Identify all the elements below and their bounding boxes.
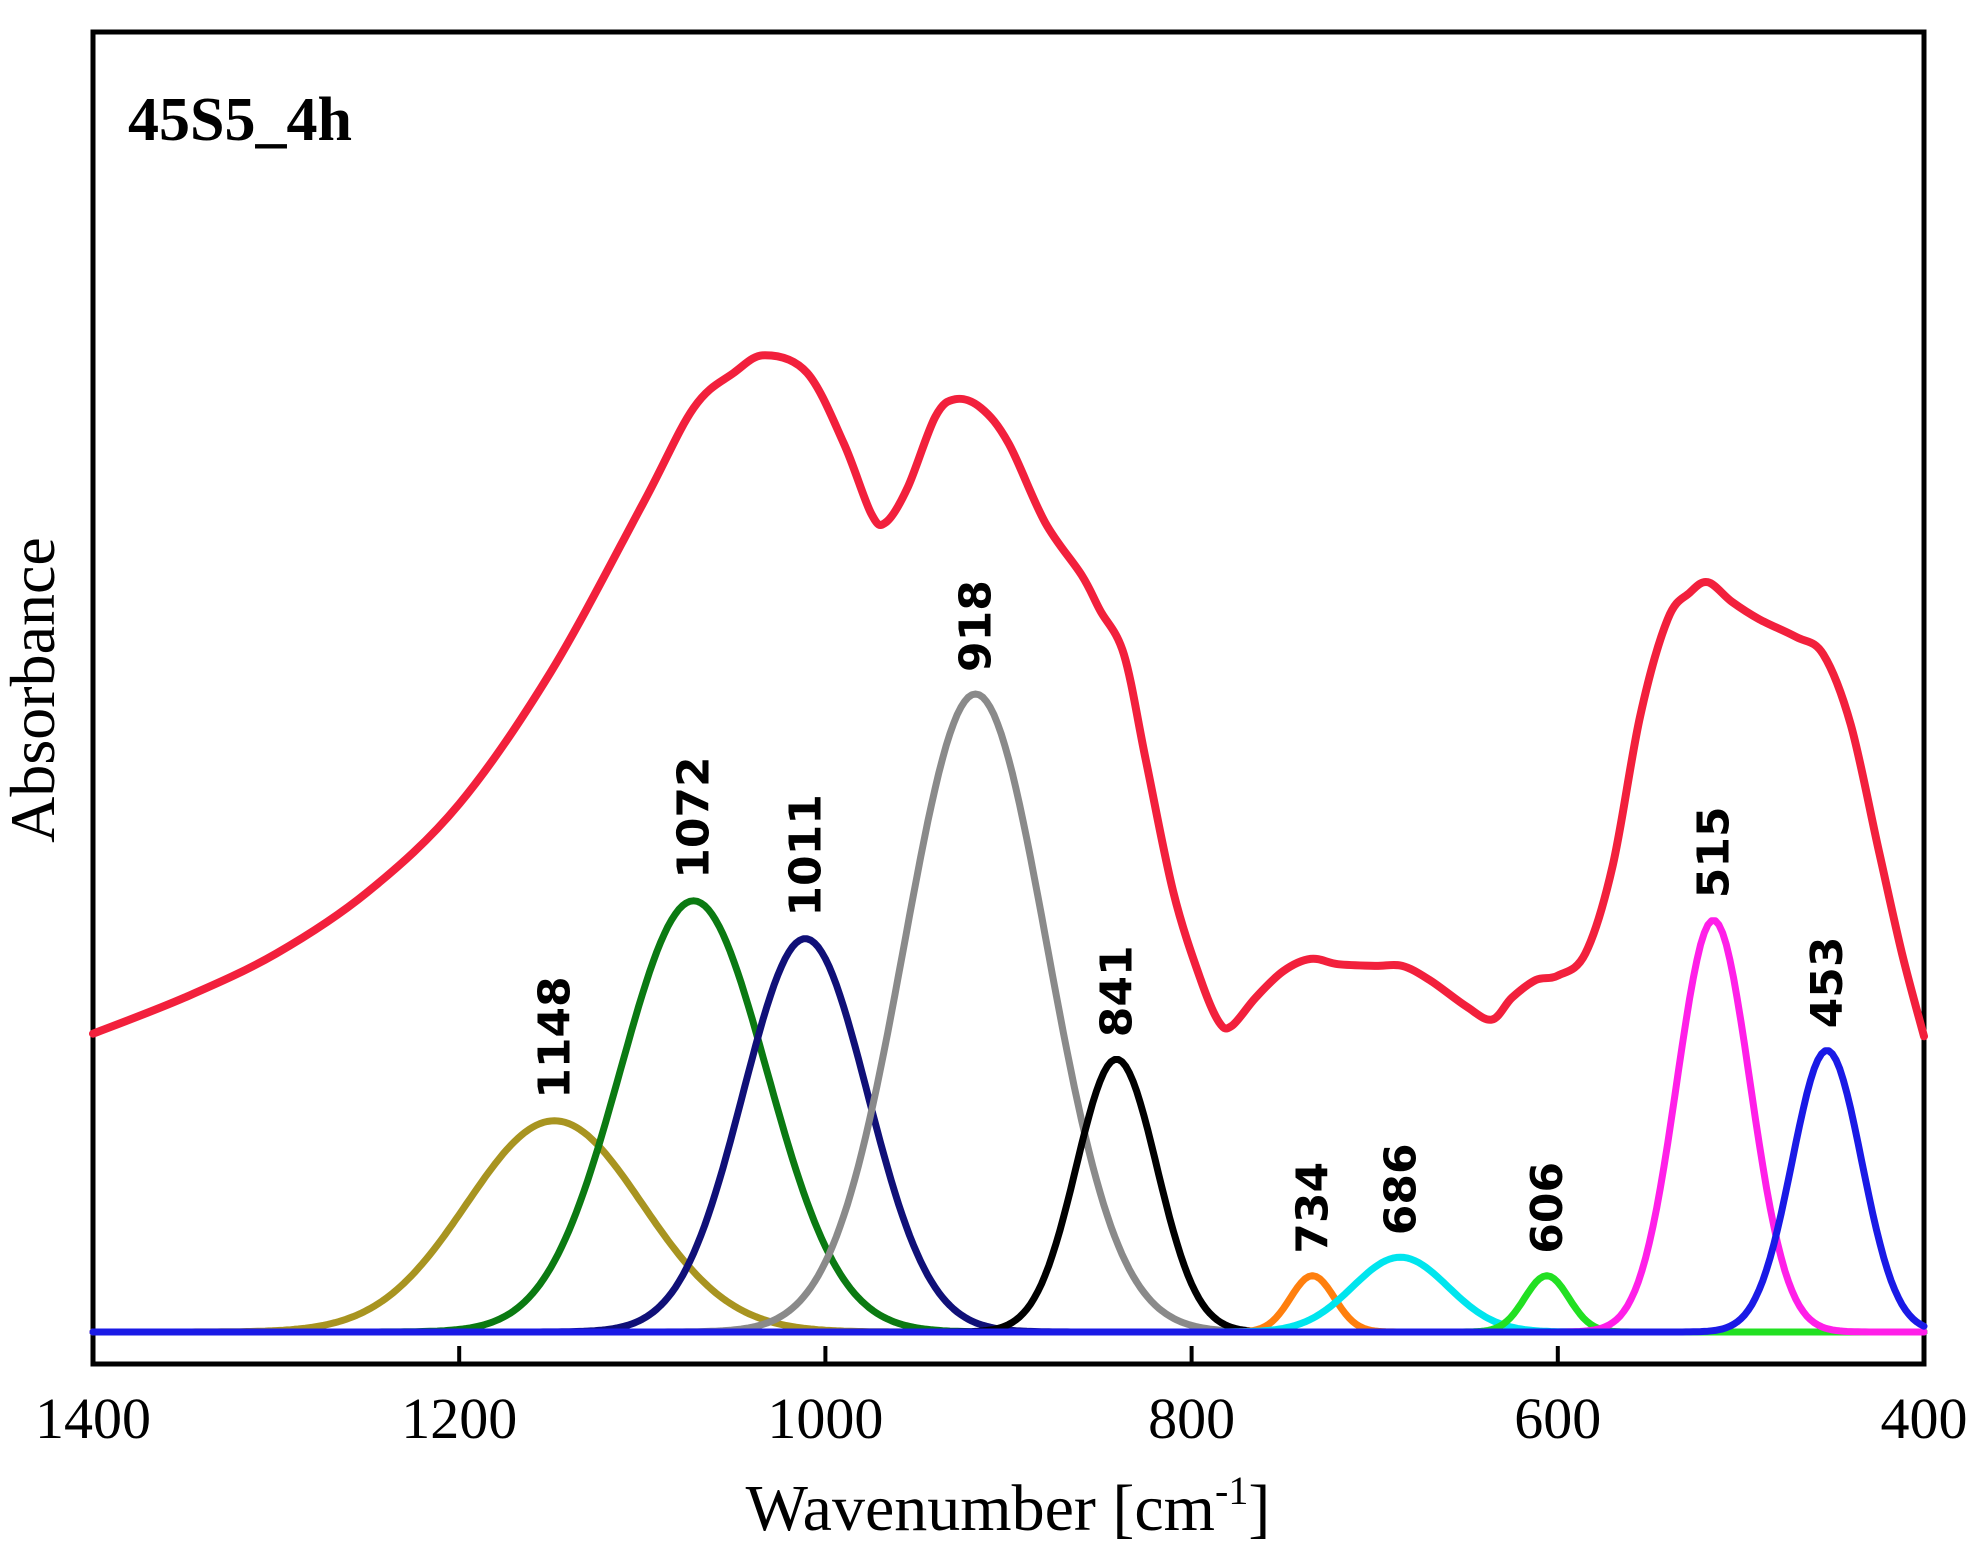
peak-label-453: 453 (1802, 937, 1853, 1029)
measured-spectrum-line (89, 351, 1928, 1041)
x-tick-label-800: 800 (1148, 1386, 1235, 1451)
x-axis-ticks: 1400 1200 1000 800 600 400 (35, 1346, 1968, 1451)
x-tick-label-600: 600 (1514, 1386, 1601, 1451)
peak-label-606: 606 (1522, 1162, 1573, 1254)
x-axis-label: Wavenumber [cm-1] (746, 1468, 1271, 1545)
x-tick-label-1200: 1200 (401, 1386, 517, 1451)
x-tick-label-1400: 1400 (35, 1386, 151, 1451)
plot-frame (90, 29, 1927, 1367)
peak-curve-1148 (89, 1117, 1928, 1336)
y-axis-label: Absorbance (0, 537, 68, 843)
x-axis-label-end: ] (1248, 1472, 1270, 1545)
measured-spectrum-layer (89, 351, 1928, 1041)
peak-label-515: 515 (1688, 806, 1739, 898)
peak-curve-841 (89, 1056, 1928, 1336)
peak-label-918: 918 (951, 580, 1002, 672)
x-tick-label-400: 400 (1881, 1386, 1968, 1451)
x-axis-label-superscript: -1 (1215, 1468, 1248, 1513)
x-tick-label-1000: 1000 (767, 1386, 883, 1451)
peak-label-686: 686 (1375, 1143, 1426, 1235)
peak-label-1148: 1148 (529, 976, 580, 1098)
chart-title: 45S5_4h (128, 86, 352, 154)
peak-label-841: 841 (1092, 945, 1143, 1037)
peak-label-734: 734 (1287, 1162, 1338, 1254)
peak-curve-453 (89, 1047, 1928, 1336)
peak-curve-1072 (89, 897, 1928, 1336)
peak-curve-515 (89, 917, 1928, 1336)
peak-labels: 1148 1072 1011 918 841 734 686 606 515 453 (529, 580, 1853, 1254)
peak-curve-1011 (89, 935, 1928, 1336)
peak-label-1011: 1011 (780, 794, 831, 916)
peak-label-1072: 1072 (669, 756, 720, 878)
fitted-peaks (89, 690, 1928, 1336)
x-axis-label-main: Wavenumber [cm (746, 1472, 1215, 1545)
